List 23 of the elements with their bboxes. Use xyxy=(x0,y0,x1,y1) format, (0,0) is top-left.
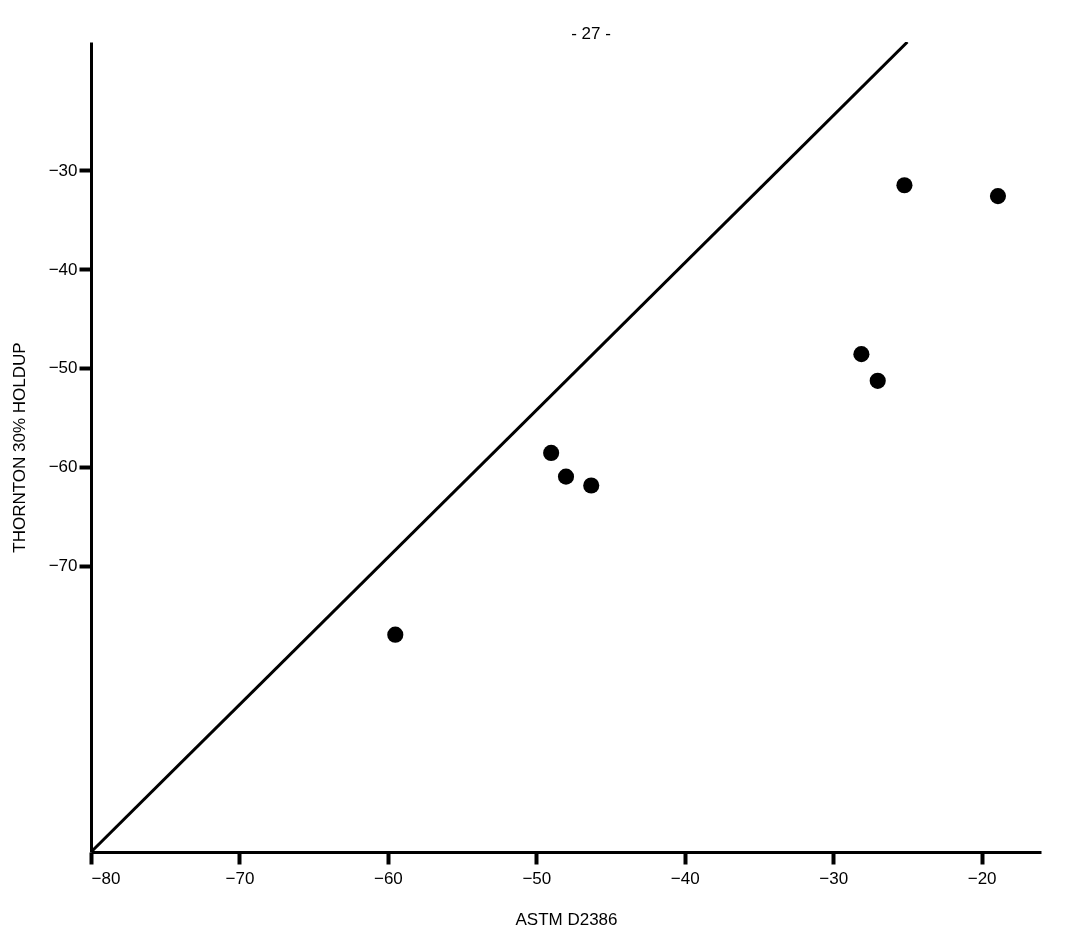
y-tick-label: −70 xyxy=(48,556,78,576)
x-tick-label: −70 xyxy=(225,868,255,888)
x-tick-label: −20 xyxy=(967,868,997,888)
y-tick-label: −40 xyxy=(48,259,78,279)
point xyxy=(583,477,600,494)
point xyxy=(557,468,575,485)
x-tick-label: −80 xyxy=(91,868,121,888)
x-tick-label: −60 xyxy=(373,868,403,888)
x-tick-label: −30 xyxy=(819,868,849,888)
y-axis-title: THORNTON 30% HOLDUP xyxy=(9,342,29,553)
y-tick-label: −30 xyxy=(48,160,78,180)
x-tick-label: −50 xyxy=(522,868,552,888)
point xyxy=(387,626,404,643)
y-tick-label: −60 xyxy=(48,457,78,477)
point xyxy=(989,188,1007,205)
x-tick-label: −40 xyxy=(670,868,700,888)
point xyxy=(896,177,913,194)
x-axis-title: ASTM D2386 xyxy=(515,909,618,929)
annotation: - 27 - xyxy=(571,24,611,43)
y-tick-label: −50 xyxy=(48,358,78,378)
point xyxy=(869,372,886,389)
point xyxy=(543,444,560,461)
point xyxy=(853,346,870,363)
